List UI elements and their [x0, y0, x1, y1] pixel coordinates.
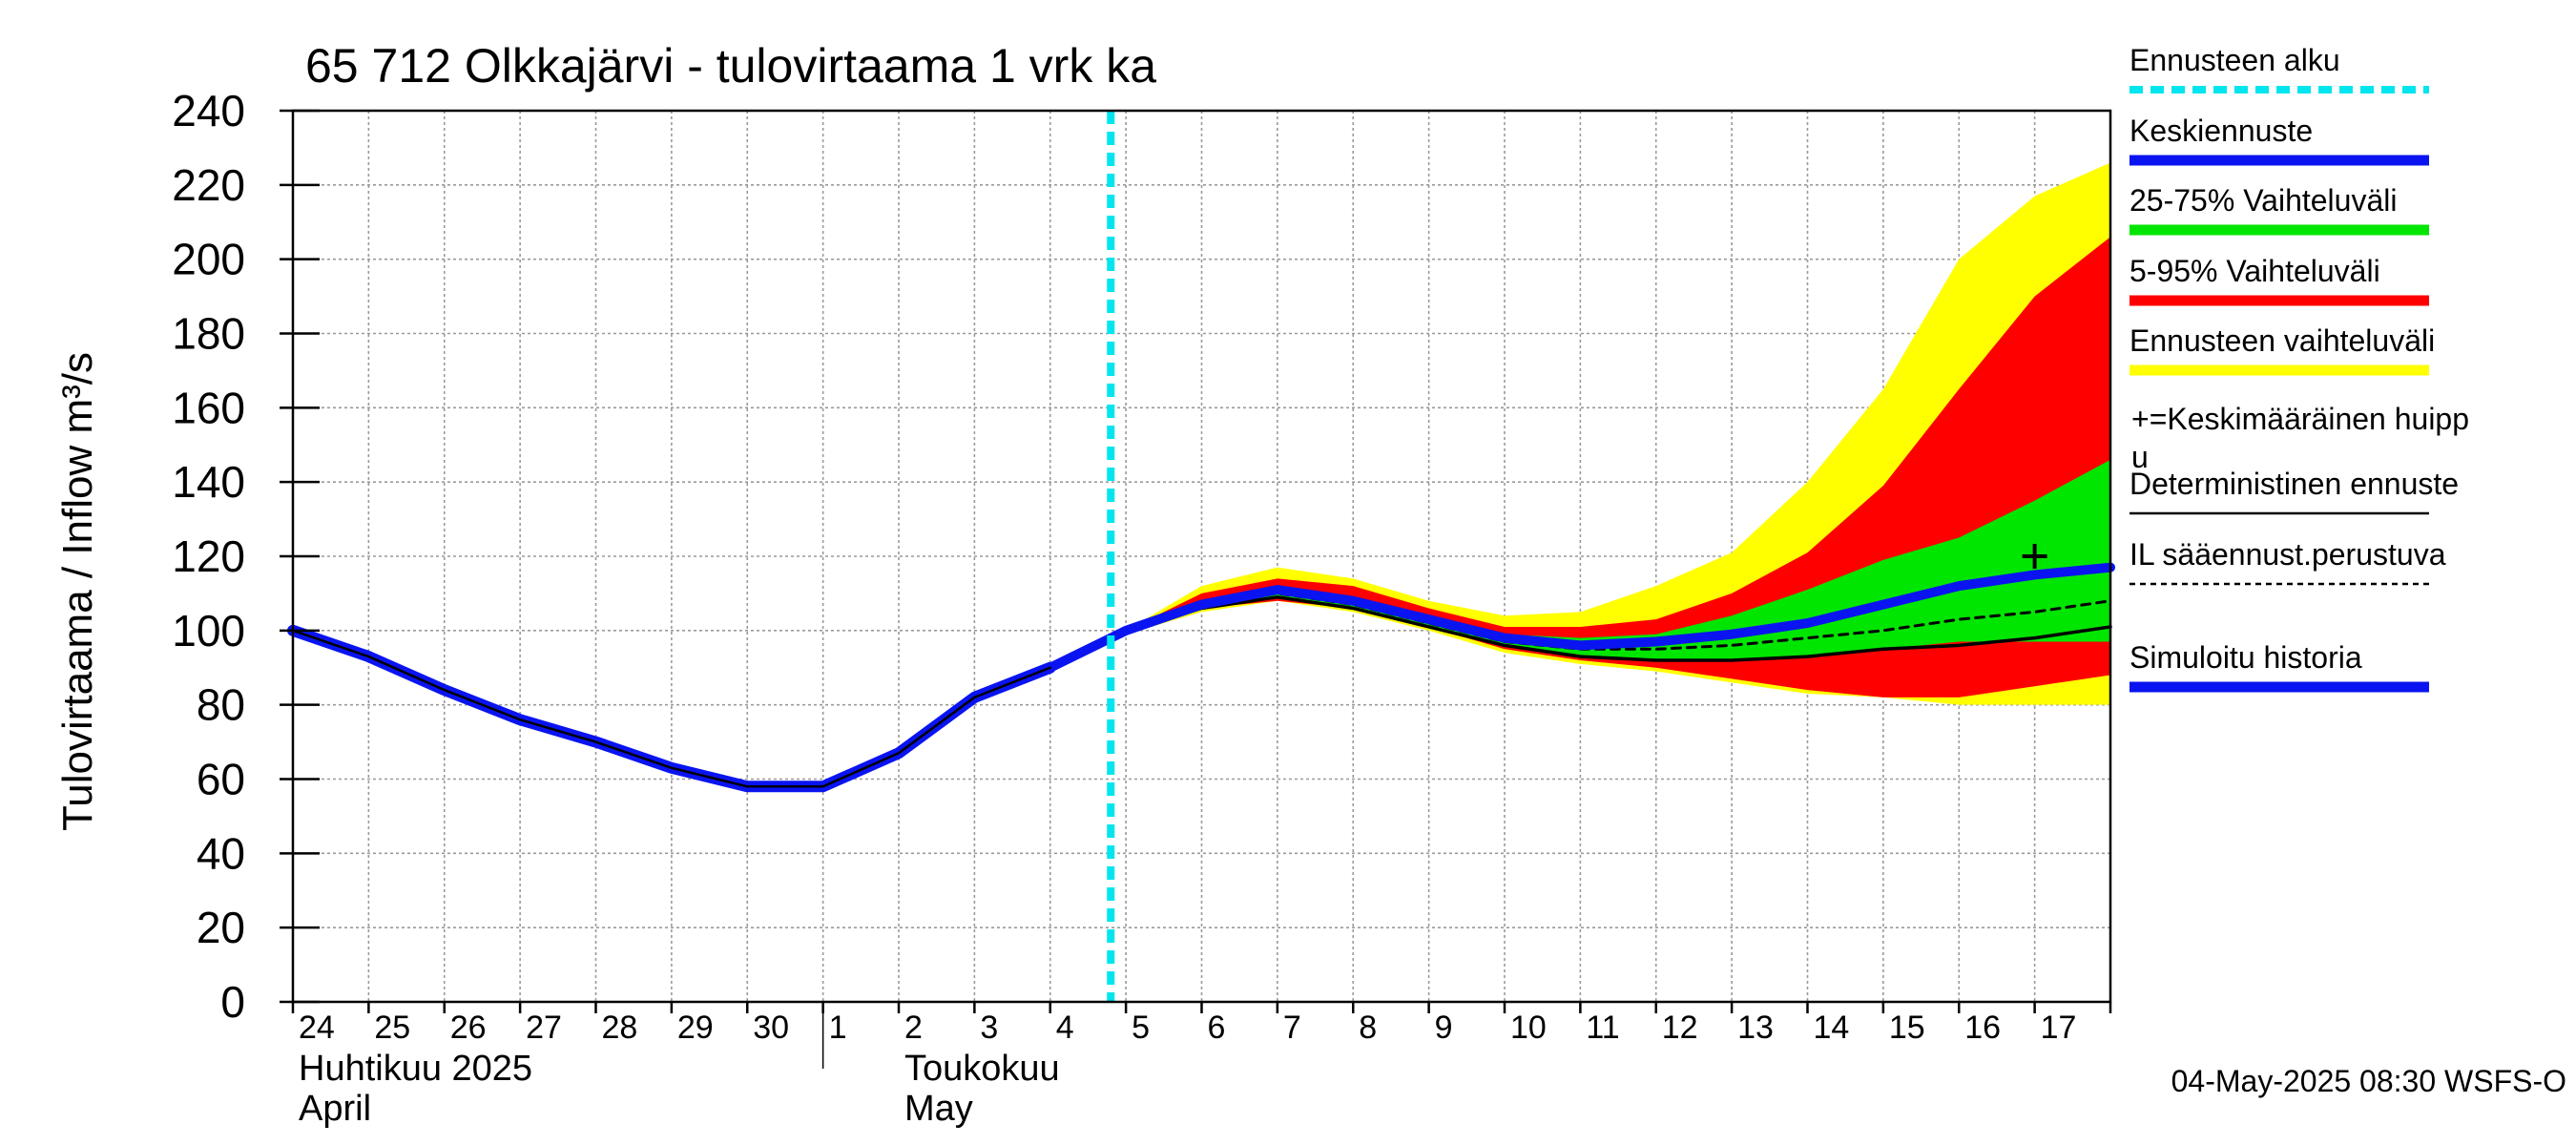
month-label-en: May	[904, 1089, 973, 1129]
x-day-label: 29	[677, 1010, 714, 1046]
y-tick-label: 120	[172, 531, 245, 581]
line-simulated-history-core	[291, 629, 1051, 788]
x-day-label: 4	[1056, 1010, 1074, 1046]
x-day-label: 28	[602, 1010, 638, 1046]
y-tick-label: 200	[172, 235, 245, 284]
x-day-label: 26	[450, 1010, 487, 1046]
x-day-label: 3	[980, 1010, 998, 1046]
legend-label: Simuloitu historia	[2129, 640, 2362, 675]
x-day-label: 24	[299, 1010, 335, 1046]
x-day-label: 25	[374, 1010, 410, 1046]
y-tick-label: 60	[197, 755, 245, 804]
legend-label: IL sääennust.perustuva	[2129, 537, 2446, 572]
x-day-label: 2	[904, 1010, 923, 1046]
legend-label-peak: +=Keskimääräinen huipp	[2131, 402, 2469, 436]
x-day-label: 14	[1814, 1010, 1850, 1046]
line-deterministic-forecast	[1049, 595, 2112, 670]
y-tick-label: 220	[172, 160, 245, 210]
month-label-en: April	[299, 1089, 371, 1129]
x-day-label: 5	[1132, 1010, 1150, 1046]
legend-label: Ennusteen vaihteluväli	[2129, 323, 2435, 358]
y-tick-label: 20	[197, 903, 245, 952]
month-label-fi: Toukokuu	[904, 1049, 1060, 1089]
y-axis-label: Tulovirtaama / Inflow m³/s	[54, 352, 101, 831]
y-tick-label: 0	[220, 977, 245, 1027]
x-day-label: 27	[526, 1010, 562, 1046]
month-label-fi: Huhtikuu 2025	[299, 1049, 532, 1089]
legend-label: 5-95% Vaihteluväli	[2129, 254, 2380, 288]
y-tick-label: 80	[197, 680, 245, 730]
legend-label: 25-75% Vaihteluväli	[2129, 183, 2397, 218]
x-day-label: 11	[1586, 1010, 1619, 1046]
x-day-label: 8	[1359, 1010, 1377, 1046]
peak-marker	[2022, 544, 2047, 569]
legend-label: Ennusteen alku	[2129, 43, 2340, 77]
x-day-label: 10	[1510, 1010, 1547, 1046]
x-day-label: 17	[2041, 1010, 2077, 1046]
y-tick-label: 240	[172, 86, 245, 135]
y-tick-label: 180	[172, 309, 245, 359]
x-day-label: 12	[1662, 1010, 1698, 1046]
legend-label-peak-cont: u	[2131, 440, 2149, 474]
x-day-label: 15	[1889, 1010, 1925, 1046]
chart-title: 65 712 Olkkajärvi - tulovirtaama 1 vrk k…	[305, 39, 1156, 93]
footer-timestamp: 04-May-2025 08:30 WSFS-O	[2171, 1064, 2566, 1098]
x-day-label: 6	[1208, 1010, 1226, 1046]
legend-label: Keskiennuste	[2129, 114, 2313, 148]
x-day-label: 16	[1964, 1010, 2001, 1046]
legend: Ennusteen alku Keskiennuste 25-75% Vaihtel…	[2129, 43, 2469, 693]
x-day-label: 13	[1737, 1010, 1774, 1046]
x-day-label: 9	[1435, 1010, 1453, 1046]
x-day-label: 7	[1283, 1010, 1301, 1046]
line-mean-forecast	[1045, 562, 2115, 673]
x-day-label: 30	[753, 1010, 789, 1046]
x-day-label: 1	[829, 1010, 847, 1046]
y-tick-label: 160	[172, 383, 245, 432]
y-tick-label: 100	[172, 606, 245, 656]
y-tick-label: 140	[172, 457, 245, 507]
y-tick-label: 40	[197, 828, 245, 878]
legend-label: Deterministinen ennuste	[2129, 467, 2459, 501]
